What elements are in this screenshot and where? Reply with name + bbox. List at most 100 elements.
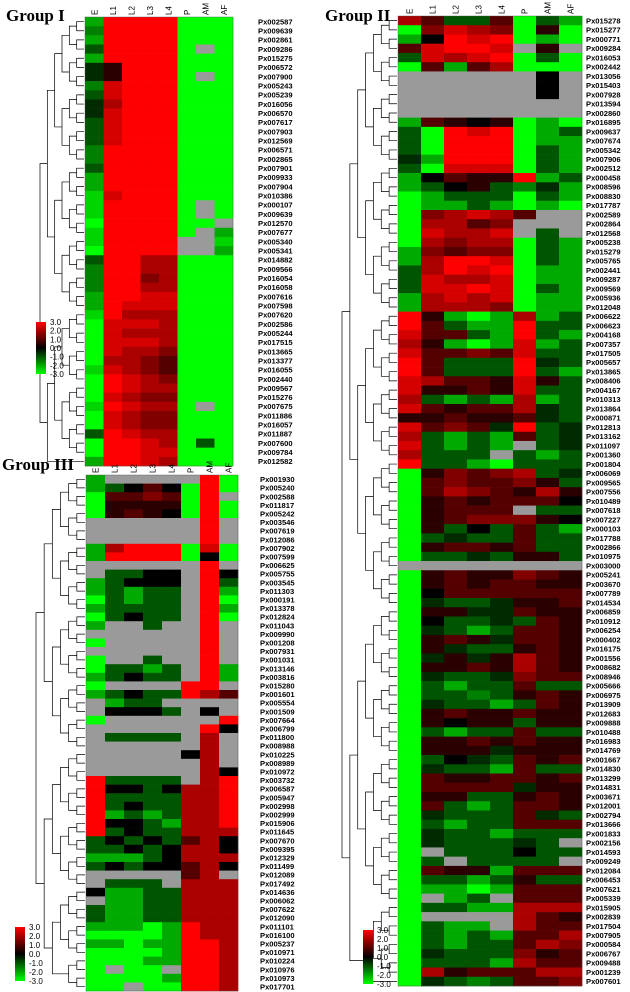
heatmap-cell (444, 570, 468, 580)
heatmap-cell (103, 163, 123, 174)
heatmap-cell (559, 339, 583, 349)
heatmap-cell (536, 671, 560, 682)
heatmap-cell (105, 853, 125, 863)
heatmap-cell (421, 311, 445, 322)
heatmap-cell (490, 34, 514, 45)
heatmap-cell (444, 80, 468, 91)
heatmap-cell (159, 26, 178, 36)
heatmap-cell (200, 690, 220, 699)
heatmap-cell (559, 542, 583, 553)
heatmap-cell (536, 838, 560, 848)
heatmap-cell (177, 255, 197, 265)
heatmap-cell (421, 477, 445, 488)
heatmap-cell (513, 542, 537, 553)
group-ii-title: Group II (325, 6, 391, 25)
heatmap-cell (200, 973, 220, 983)
heatmap-cell (124, 707, 144, 717)
heatmap-cell (86, 956, 106, 966)
row-label: Px002861 (258, 36, 293, 45)
heatmap-cell (467, 588, 491, 599)
dendrogram-branch (388, 75, 397, 86)
heatmap-cell (181, 930, 201, 940)
row-label: Px010973 (260, 974, 295, 983)
heatmap-cell (467, 99, 491, 109)
heatmap-cell (219, 715, 239, 725)
heatmap-cell (143, 698, 163, 708)
heatmap-cell (162, 655, 182, 665)
heatmap-cell (219, 578, 239, 588)
heatmap-cell (85, 401, 104, 412)
heatmap-cell (86, 870, 106, 880)
heatmap-cell (398, 496, 422, 506)
row-label: Px007903 (258, 127, 293, 136)
row-label: Px012570 (258, 219, 293, 228)
row-label: Px013909 (586, 700, 621, 709)
heatmap-cell (140, 255, 160, 265)
column-label: AM (201, 3, 210, 15)
heatmap-cell (214, 356, 234, 366)
heatmap-cell (124, 518, 144, 527)
heatmap-cell (143, 956, 163, 966)
heatmap-cell (177, 337, 197, 348)
heatmap-cell (398, 662, 422, 673)
heatmap-cell (159, 17, 178, 27)
heatmap-cell (124, 664, 144, 674)
heatmap-cell (398, 634, 422, 645)
heatmap-cell (181, 526, 201, 536)
row-label: Px003546 (260, 518, 295, 527)
heatmap-cell (86, 879, 106, 889)
heatmap-cell (444, 819, 468, 830)
heatmap-cell (196, 26, 215, 36)
heatmap-cell (490, 893, 514, 904)
heatmap-cell (536, 80, 560, 91)
legend-tick-label: 0.0 (377, 953, 389, 962)
heatmap-cell (103, 291, 123, 302)
dendrogram-branch (373, 329, 382, 368)
heatmap-cell (444, 773, 468, 784)
heatmap-cell (105, 475, 125, 484)
heatmap-cell (421, 34, 445, 45)
heatmap-cell (219, 913, 239, 923)
heatmap-cell (162, 896, 182, 906)
column-label: E (90, 10, 99, 15)
heatmap-cell (536, 16, 560, 26)
heatmap-cell (490, 219, 514, 229)
heatmap-cell (181, 475, 201, 484)
heatmap-cell (162, 870, 182, 880)
heatmap-cell (124, 819, 144, 828)
heatmap-cell (513, 838, 537, 848)
heatmap-cell (177, 99, 197, 109)
heatmap-cell (467, 875, 491, 885)
heatmap-cell (196, 154, 215, 164)
heatmap-cell (513, 228, 537, 239)
heatmap-cell (122, 264, 141, 274)
heatmap-cell (162, 750, 182, 760)
heatmap-cell (536, 173, 560, 183)
heatmap-cell (162, 776, 182, 785)
heatmap-cell (559, 893, 583, 904)
heatmap-cell (214, 401, 234, 412)
heatmap-cell (444, 450, 468, 460)
dendrogram-branch (76, 406, 84, 416)
heatmap-cell (398, 801, 422, 811)
heatmap-cell (85, 420, 104, 430)
heatmap-cell (122, 154, 141, 164)
heatmap-cell (513, 25, 537, 35)
heatmap-cell (214, 291, 234, 302)
heatmap-cell (103, 53, 123, 64)
heatmap-cell (444, 210, 468, 220)
row-label: Px007556 (586, 488, 621, 497)
heatmap-cell (122, 209, 141, 219)
row-label: Px015276 (258, 393, 293, 402)
heatmap-cell (513, 293, 537, 303)
heatmap-cell (162, 733, 182, 742)
heatmap-cell (444, 930, 468, 941)
heatmap-cell (140, 438, 160, 448)
heatmap-cell (105, 922, 125, 932)
heatmap-cell (219, 776, 239, 785)
heatmap-cell (444, 154, 468, 165)
heatmap-cell (467, 89, 491, 100)
dendrogram-branch (76, 277, 84, 288)
heatmap-cell (467, 16, 491, 26)
heatmap-cell (467, 219, 491, 229)
